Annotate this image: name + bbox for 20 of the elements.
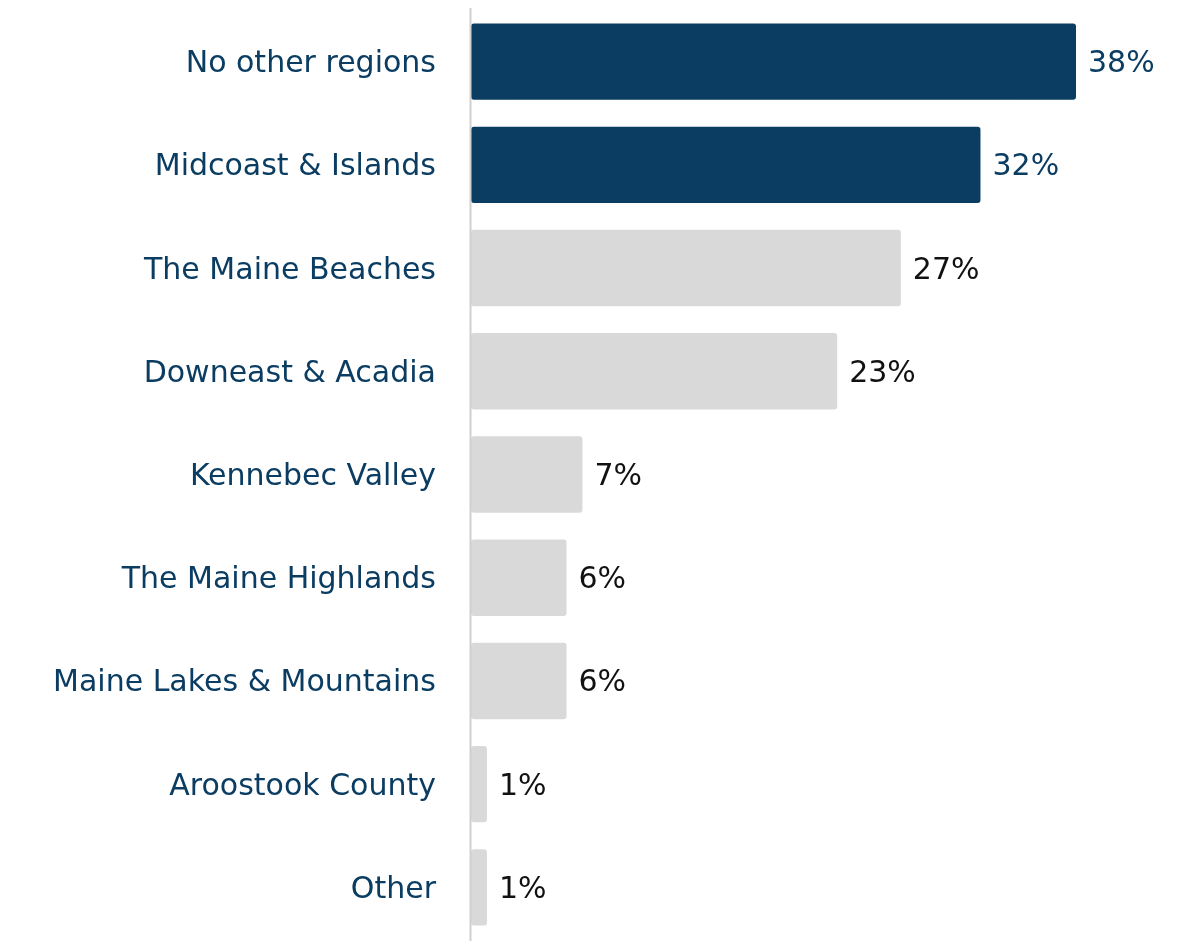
data-label: 7% [594,457,643,492]
y-tick-label: No other regions [185,44,436,80]
data-label: 1% [498,869,547,905]
data-label: 1% [498,766,547,802]
data-label: 38% [1088,44,1155,80]
data-label: 23% [849,353,916,389]
y-tick-label: Aroostook County [169,766,436,802]
y-tick-label: The Maine Highlands [120,560,436,596]
data-label: 6% [578,663,627,699]
data-label: 6% [578,560,627,596]
y-tick-label: Maine Lakes & Mountains [53,663,436,699]
y-tick-label: The Maine Beaches [143,250,436,286]
data-label: 27% [912,250,980,286]
bar [471,126,981,204]
bar [471,23,1076,100]
y-tick-label: Kennebec Valley [189,457,436,492]
y-tick-label: Other [350,869,437,905]
y-tick-label: Downeast & Acadia [143,353,436,389]
y-tick-label: Midcoast & Islands [154,147,436,183]
data-label: 32% [992,147,1060,183]
